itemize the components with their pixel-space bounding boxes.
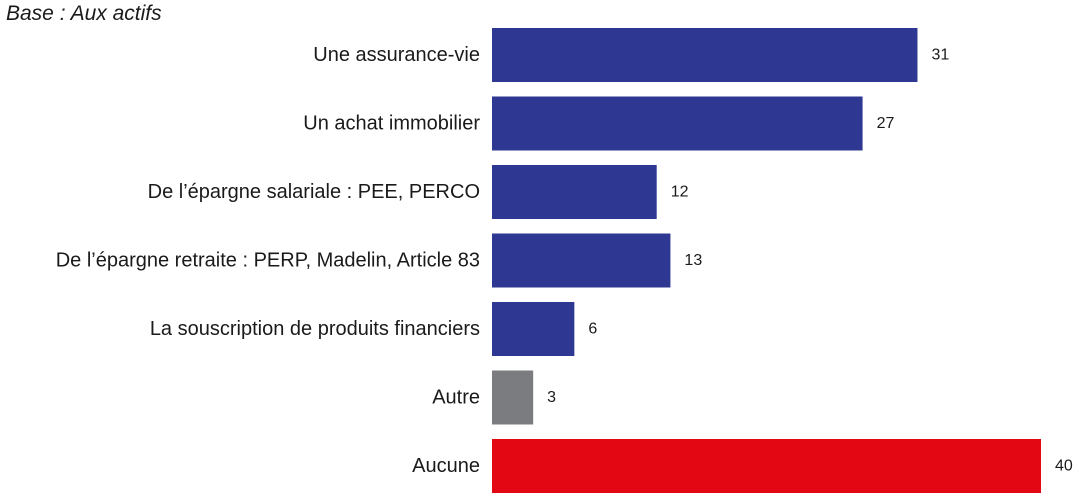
category-label-2: De l’épargne salariale : PEE, PERCO [148, 181, 480, 203]
value-label-4: 6 [588, 321, 597, 338]
bar-4 [492, 302, 575, 356]
category-label-4: La souscription de produits financiers [150, 318, 480, 340]
base-note: Base : Aux actifs [6, 2, 162, 25]
value-label-0: 31 [931, 47, 949, 64]
bar-5 [492, 370, 534, 425]
value-label-2: 12 [671, 184, 689, 201]
bar-2 [492, 165, 657, 219]
bar-1 [492, 96, 863, 151]
value-label-1: 27 [877, 115, 895, 132]
category-label-0: Une assurance-vie [313, 44, 480, 66]
bar-0 [492, 28, 918, 82]
value-label-5: 3 [547, 389, 556, 406]
value-label-6: 40 [1055, 458, 1073, 475]
bar-3 [492, 233, 671, 288]
value-label-3: 13 [684, 252, 702, 269]
category-label-6: Aucune [412, 455, 480, 477]
bar-6 [492, 439, 1041, 493]
category-label-3: De l’épargne retraite : PERP, Madelin, A… [56, 250, 480, 272]
category-label-1: Un achat immobilier [303, 113, 480, 135]
category-label-5: Autre [432, 387, 480, 409]
